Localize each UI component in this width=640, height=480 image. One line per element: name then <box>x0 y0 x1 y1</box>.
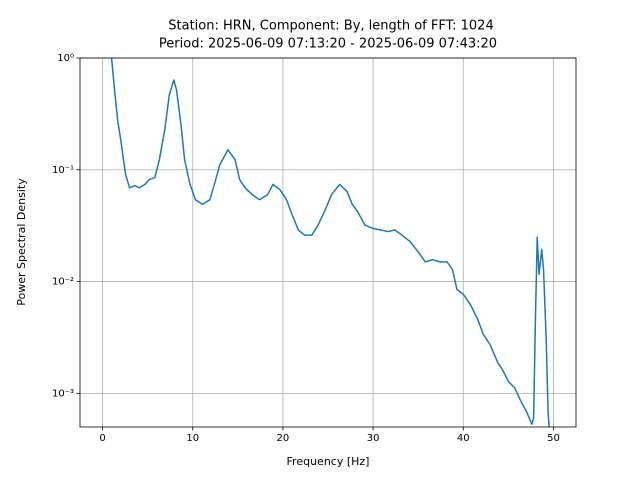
x-tick-label: 10 <box>186 433 199 444</box>
ticks: 0 10 20 30 40 50 10⁻³ 10⁻² 10⁻¹ 10⁰ <box>52 53 560 444</box>
chart-subtitle: Period: 2025-06-09 07:13:20 - 2025-06-09… <box>159 37 497 52</box>
y-tick-label: 10⁻¹ <box>52 165 74 176</box>
y-tick-label: 10⁰ <box>57 53 74 64</box>
axes-frame <box>79 57 577 428</box>
x-axis-label: Frequency [Hz] <box>287 455 370 468</box>
data-line <box>110 58 550 427</box>
chart-title: Station: HRN, Component: By, length of F… <box>168 19 493 34</box>
grid <box>80 57 576 427</box>
y-tick-label: 10⁻³ <box>52 388 74 399</box>
plot-area <box>110 58 550 427</box>
x-tick-label: 30 <box>367 433 380 444</box>
x-tick-label: 40 <box>457 433 470 444</box>
x-tick-label: 0 <box>99 433 105 444</box>
x-tick-label: 20 <box>277 433 290 444</box>
y-axis-label: Power Spectral Density <box>15 178 28 306</box>
y-tick-label: 10⁻² <box>52 277 74 288</box>
x-tick-label: 50 <box>547 433 560 444</box>
